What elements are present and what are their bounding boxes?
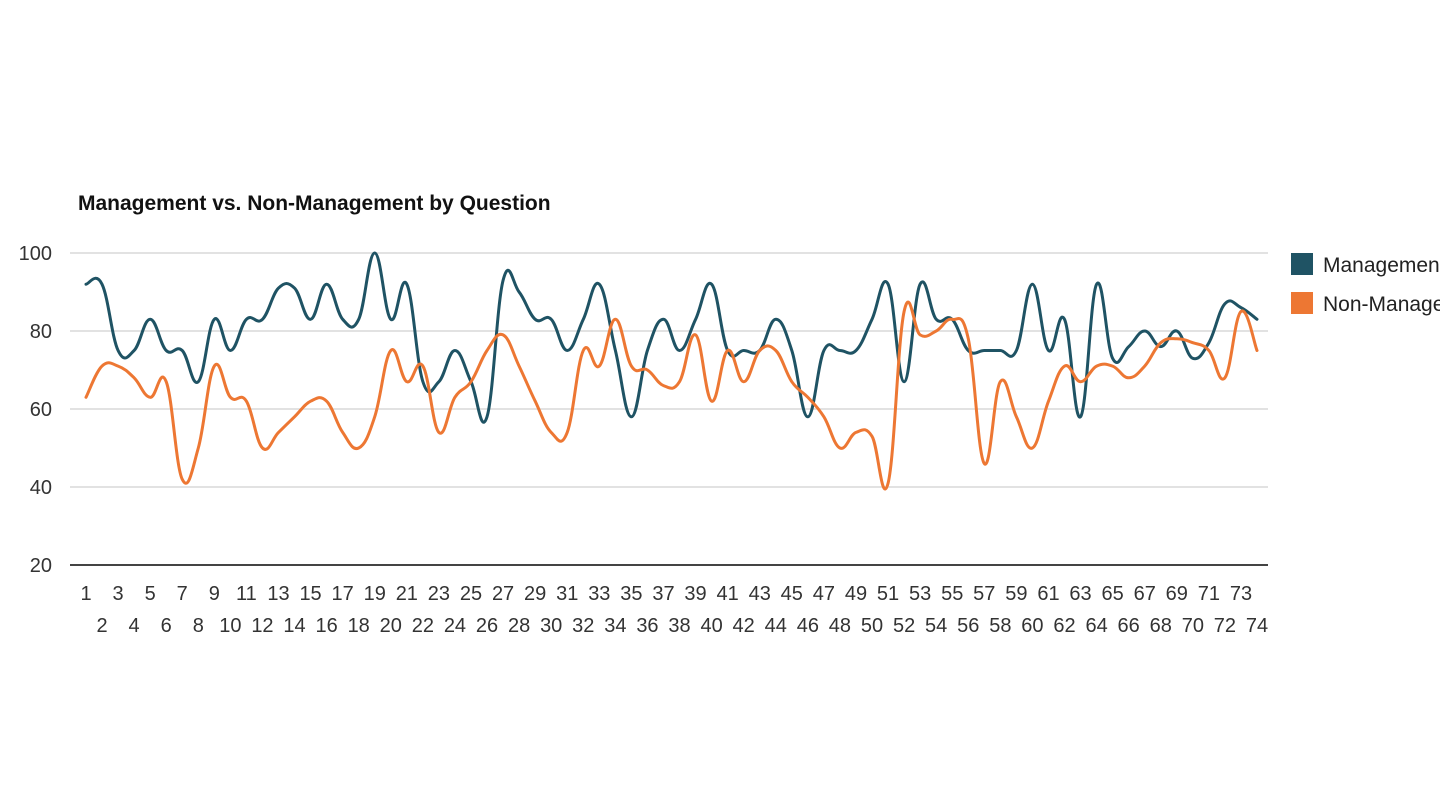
x-tick-label: 35 [620, 583, 642, 605]
x-tick-label: 37 [652, 583, 674, 605]
x-tick-label: 44 [765, 615, 787, 637]
x-tick-label: 1 [80, 583, 91, 605]
x-tick-label: 14 [283, 615, 305, 637]
x-tick-label: 63 [1069, 583, 1091, 605]
x-tick-label: 28 [508, 615, 530, 637]
x-tick-label: 24 [444, 615, 466, 637]
y-tick-label: 60 [30, 399, 52, 421]
legend-label-management: Management [1323, 254, 1440, 277]
x-tick-label: 32 [572, 615, 594, 637]
x-tick-label: 72 [1214, 615, 1236, 637]
x-tick-label: 45 [781, 583, 803, 605]
x-tick-label: 57 [973, 583, 995, 605]
x-axis: 1234567891011121314151617181920212223242… [80, 583, 1268, 637]
x-tick-label: 31 [556, 583, 578, 605]
x-tick-label: 27 [492, 583, 514, 605]
x-tick-label: 46 [797, 615, 819, 637]
y-tick-label: 20 [30, 555, 52, 577]
x-tick-label: 11 [236, 583, 257, 605]
x-tick-label: 59 [1005, 583, 1027, 605]
x-tick-label: 50 [861, 615, 883, 637]
x-tick-label: 60 [1021, 615, 1043, 637]
series-line-management [84, 251, 1259, 424]
x-tick-label: 70 [1182, 615, 1204, 637]
series-line-non-management [84, 300, 1259, 491]
y-tick-label: 40 [30, 477, 52, 499]
x-tick-label: 74 [1246, 615, 1268, 637]
x-tick-label: 34 [604, 615, 626, 637]
x-tick-label: 30 [540, 615, 562, 637]
x-tick-label: 40 [700, 615, 722, 637]
x-tick-label: 3 [113, 583, 124, 605]
x-tick-label: 54 [925, 615, 947, 637]
x-tick-label: 29 [524, 583, 546, 605]
x-tick-label: 25 [460, 583, 482, 605]
x-tick-label: 67 [1134, 583, 1156, 605]
x-tick-label: 73 [1230, 583, 1252, 605]
x-tick-label: 51 [877, 583, 899, 605]
x-tick-label: 5 [145, 583, 156, 605]
x-tick-label: 52 [893, 615, 915, 637]
x-tick-label: 15 [299, 583, 321, 605]
x-tick-label: 38 [668, 615, 690, 637]
y-tick-label: 100 [19, 243, 52, 265]
x-tick-label: 68 [1150, 615, 1172, 637]
x-tick-label: 6 [161, 615, 172, 637]
x-tick-label: 22 [412, 615, 434, 637]
x-tick-label: 64 [1085, 615, 1107, 637]
x-tick-label: 71 [1198, 583, 1220, 605]
x-tick-label: 17 [332, 583, 354, 605]
x-tick-label: 69 [1166, 583, 1188, 605]
x-tick-label: 9 [209, 583, 220, 605]
x-tick-label: 7 [177, 583, 188, 605]
legend-swatch-non-management [1291, 292, 1313, 314]
x-tick-label: 43 [749, 583, 771, 605]
x-tick-label: 2 [96, 615, 107, 637]
x-tick-label: 36 [636, 615, 658, 637]
x-tick-label: 12 [251, 615, 273, 637]
x-tick-label: 4 [129, 615, 140, 637]
x-tick-label: 47 [813, 583, 835, 605]
x-tick-label: 13 [267, 583, 289, 605]
legend-label-non-management: Non-Management [1323, 293, 1440, 316]
y-axis: 20 40 60 80 100 [19, 243, 52, 577]
x-tick-label: 10 [219, 615, 241, 637]
x-tick-label: 20 [380, 615, 402, 637]
x-tick-label: 16 [315, 615, 337, 637]
x-tick-label: 49 [845, 583, 867, 605]
x-tick-label: 18 [348, 615, 370, 637]
x-tick-label: 65 [1102, 583, 1124, 605]
x-tick-label: 39 [684, 583, 706, 605]
series-layer [84, 251, 1259, 491]
x-tick-label: 26 [476, 615, 498, 637]
x-tick-label: 58 [989, 615, 1011, 637]
x-tick-label: 8 [193, 615, 204, 637]
x-tick-label: 55 [941, 583, 963, 605]
x-tick-label: 66 [1118, 615, 1140, 637]
chart-title: Management vs. Non-Management by Questio… [78, 192, 551, 215]
legend-swatch-management [1291, 253, 1313, 275]
y-tick-label: 80 [30, 321, 52, 343]
x-tick-label: 48 [829, 615, 851, 637]
x-tick-label: 62 [1053, 615, 1075, 637]
x-tick-label: 41 [717, 583, 739, 605]
x-tick-label: 56 [957, 615, 979, 637]
x-tick-label: 42 [733, 615, 755, 637]
x-tick-label: 19 [364, 583, 386, 605]
x-tick-label: 21 [396, 583, 418, 605]
legend: Management Non-Management [1291, 253, 1440, 316]
x-tick-label: 23 [428, 583, 450, 605]
x-tick-label: 33 [588, 583, 610, 605]
x-tick-label: 53 [909, 583, 931, 605]
x-tick-label: 61 [1037, 583, 1059, 605]
